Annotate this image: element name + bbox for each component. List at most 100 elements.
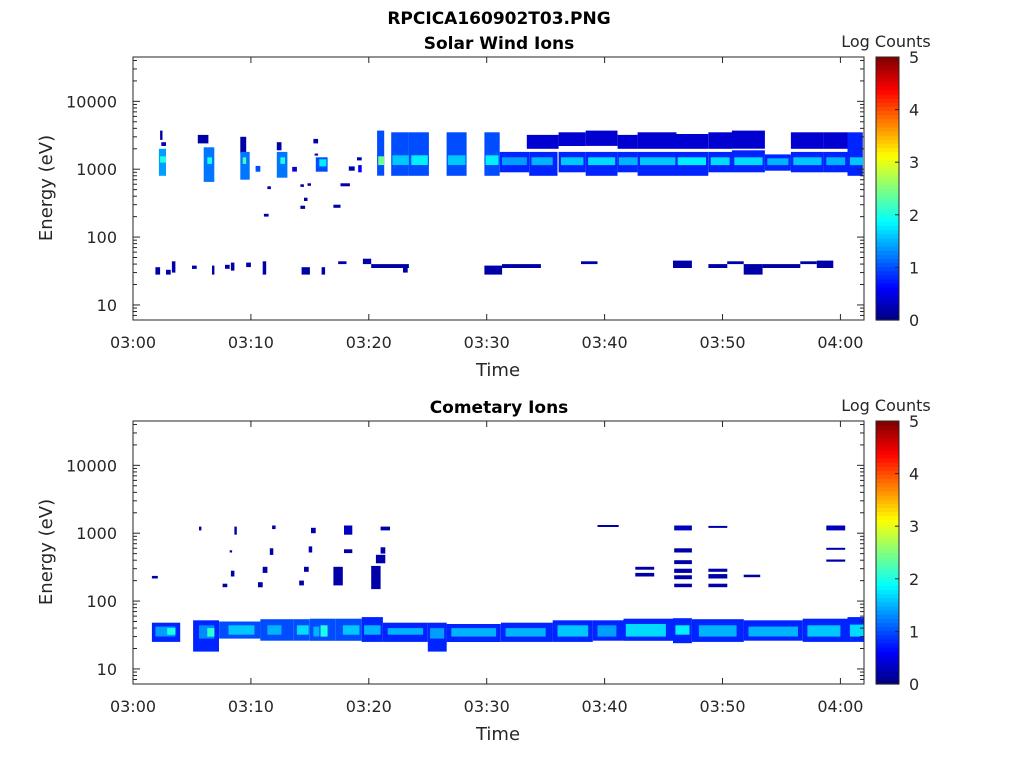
colorbar-segment [876,213,899,218]
colorbar-segment [876,540,899,545]
colorbar-frame [875,56,900,321]
heatmap-cell [344,549,353,554]
heatmap-cell [674,525,692,531]
heatmap-cell [793,157,822,166]
colorbar-segment [876,258,899,264]
heatmap-cell [242,157,247,164]
colorbar-segment [876,73,899,79]
heatmap-cell [276,151,288,178]
colorbar-segment [876,311,899,317]
colorbar-segment [876,568,899,574]
colorbar-segment [876,515,899,521]
heatmap-cell [727,261,744,265]
heatmap-cell [674,575,692,580]
x-tick-label: 03:20 [346,333,392,352]
heatmap-cell [166,269,171,275]
colorbar-segment [876,429,899,434]
heatmap-cell [403,267,408,273]
cometary-ions-plot-frame [132,420,865,685]
heatmap-cell [762,264,801,268]
heatmap-cell [160,156,166,163]
heatmap-cell [342,625,360,635]
colorbar-segment [876,233,899,239]
colorbar-segment [876,89,899,95]
colorbar-segment [876,421,899,426]
heatmap-cell [371,264,409,268]
colorbar-segment [876,188,899,194]
heatmap-cell [816,260,834,268]
colorbar-segment [876,262,899,268]
x-tick-label: 03:20 [346,697,392,716]
heatmap-cell [391,132,409,176]
heatmap-cell [192,265,197,269]
colorbar-segment [876,114,899,120]
heatmap-cell [333,566,343,586]
colorbar-segment [876,270,899,276]
colorbar-segment [876,548,899,554]
cometary-ions-colorbar-label: Log Counts [841,396,931,415]
colorbar-segment [876,139,899,144]
heatmap-cell [272,525,276,530]
colorbar-segment [876,564,899,570]
heatmap-cell [151,575,158,579]
solar-wind-ions-title: Solar Wind Ions [424,34,575,54]
heatmap-cell [484,132,500,176]
heatmap-cell [708,132,732,149]
heatmap-cell [364,625,381,635]
heatmap-cell [207,157,212,164]
colorbar-segment [876,237,899,243]
colorbar-segment [876,163,899,169]
heatmap-cell [377,130,385,176]
colorbar-segment [876,65,899,70]
colorbar-segment [876,85,899,91]
x-tick-label: 03:50 [699,697,745,716]
heatmap-cell [203,147,215,182]
heatmap-cell [674,583,692,588]
heatmap-cell [348,166,355,171]
colorbar-segment [876,679,899,685]
colorbar-segment [876,225,899,231]
colorbar-segment [876,581,899,586]
heatmap-cell [585,130,618,146]
heatmap-cell [307,183,311,186]
heatmap-cell [304,197,308,201]
heatmap-cell [344,525,353,535]
colorbar-segment [876,593,899,599]
y-tick-label: 1000 [76,160,117,179]
heatmap-cell [558,132,586,146]
heatmap-cell [823,132,848,149]
colorbar-segment [876,573,899,578]
heatmap-cell [640,157,676,166]
heatmap-cell [807,625,841,637]
colorbar-tick-label: 1 [909,258,919,277]
colorbar-segment [876,663,899,669]
heatmap-cell [708,264,728,268]
heatmap-cell [597,525,619,527]
heatmap-cell [408,132,429,176]
colorbar-segment [876,135,899,140]
colorbar-segment [876,295,899,301]
heatmap-cell [333,204,341,208]
colorbar-segment [876,556,899,562]
colorbar-segment [876,437,899,443]
heatmap-cell [708,583,728,588]
x-tick-label: 03:50 [699,333,745,352]
colorbar-segment [876,507,899,513]
colorbar-segment [876,110,899,116]
colorbar-segment [876,503,899,508]
colorbar-tick-label: 4 [909,101,919,120]
x-tick-label: 03:00 [110,333,156,352]
heatmap-cell [380,547,386,554]
heatmap-cell [411,155,428,165]
colorbar-segment [876,618,899,623]
colorbar-tick-label: 3 [909,517,919,536]
colorbar-segment [876,61,899,66]
colorbar-segment [876,250,899,255]
y-tick-label: 10000 [66,456,117,475]
heatmap-cell [557,625,589,637]
colorbar-segment [876,622,899,628]
colorbar-segment [876,172,899,177]
heatmap-cell [698,625,737,637]
heatmap-cell [674,560,692,565]
colorbar-segment [876,671,899,677]
